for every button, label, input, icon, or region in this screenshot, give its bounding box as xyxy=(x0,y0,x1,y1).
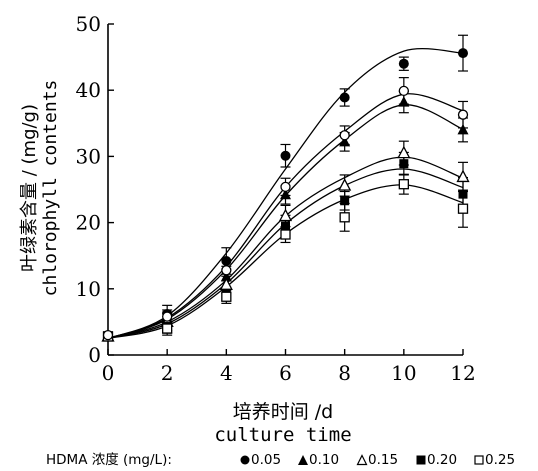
data-point-0.15 xyxy=(397,145,411,159)
y-axis-label-cn: 叶绿素含量 / (mg/g) xyxy=(19,104,40,272)
data-point-0.25 xyxy=(457,203,469,214)
x-axis-label-cn: 培养时间 /d xyxy=(233,401,334,423)
data-point-0.05 xyxy=(221,255,232,266)
data-point-0.05 xyxy=(280,150,291,161)
data-markers xyxy=(101,48,470,342)
y-tick-label: 0 xyxy=(88,343,101,367)
data-point-0.05-open xyxy=(221,265,232,276)
data-point-0.20 xyxy=(281,221,290,231)
legend-item-0.10: 0.10 xyxy=(297,450,339,470)
data-point-0.25 xyxy=(221,291,232,302)
legend-item-0.15: 0.15 xyxy=(356,450,398,470)
data-point-0.05 xyxy=(458,48,468,59)
x-tick-label: 0 xyxy=(102,361,115,385)
data-point-0.25 xyxy=(280,229,291,240)
y-tick-label: 20 xyxy=(76,211,101,235)
data-point-0.15 xyxy=(278,208,293,222)
filled-circle-icon xyxy=(240,455,250,465)
y-tick-label: 40 xyxy=(76,78,101,102)
data-point-0.25 xyxy=(162,323,173,334)
data-point-0.10 xyxy=(220,270,232,282)
filled-triangle-icon xyxy=(298,455,308,465)
y-tick-label: 10 xyxy=(76,277,101,301)
data-point-0.15 xyxy=(338,178,352,191)
open-triangle-icon xyxy=(356,454,368,466)
chart: 0 10 20 30 40 50 0 2 4 6 8 10 12 培养时间 /d culture tim… xyxy=(19,12,476,446)
data-point-0.05-open xyxy=(280,181,291,193)
y-tick-label: 50 xyxy=(76,12,101,36)
x-tick-label: 2 xyxy=(161,361,174,385)
data-point-0.20 xyxy=(340,196,350,206)
x-tick-label: 8 xyxy=(338,361,351,385)
x-tick-label: 4 xyxy=(220,361,233,385)
data-point-0.15 xyxy=(456,169,470,183)
legend: HDMA 浓度 (mg/L): 0.05 0.10 0.15 0.20 0.25 xyxy=(0,450,538,470)
x-tick-label: 10 xyxy=(391,361,416,385)
data-point-0.20 xyxy=(458,189,468,199)
data-point-0.10 xyxy=(280,188,291,200)
data-point-0.20 xyxy=(399,159,409,169)
data-point-0.05-open xyxy=(398,85,409,97)
data-point-0.10 xyxy=(398,96,410,107)
data-point-0.05-open xyxy=(339,130,350,141)
data-point-0.10 xyxy=(457,123,469,135)
legend-title: HDMA 浓度 (mg/L): xyxy=(46,452,172,468)
y-axis-label-en: chlorophyll contents xyxy=(40,80,61,297)
y-tick-label: 30 xyxy=(76,144,101,168)
data-point-0.25 xyxy=(398,179,409,190)
data-point-0.05-open xyxy=(102,329,114,341)
data-point-0.05 xyxy=(398,58,409,69)
x-tick-label: 12 xyxy=(450,361,475,385)
data-point-0.10 xyxy=(339,135,351,147)
data-point-0.05-open xyxy=(457,109,469,120)
x-tick-label: 6 xyxy=(279,361,292,385)
data-point-0.05-open xyxy=(162,311,173,322)
open-square-icon xyxy=(474,455,484,465)
axes: 0 10 20 30 40 50 0 2 4 6 8 10 12 xyxy=(76,12,476,385)
legend-item-0.05: 0.05 xyxy=(239,450,281,470)
legend-item-0.25: 0.25 xyxy=(473,450,515,470)
x-axis-label-en: culture time xyxy=(214,424,351,446)
filled-square-icon xyxy=(416,455,426,465)
data-point-0.05 xyxy=(339,92,350,103)
data-point-0.25 xyxy=(339,212,350,223)
data-point-0.15 xyxy=(219,277,233,290)
legend-item-0.20: 0.20 xyxy=(415,450,457,470)
